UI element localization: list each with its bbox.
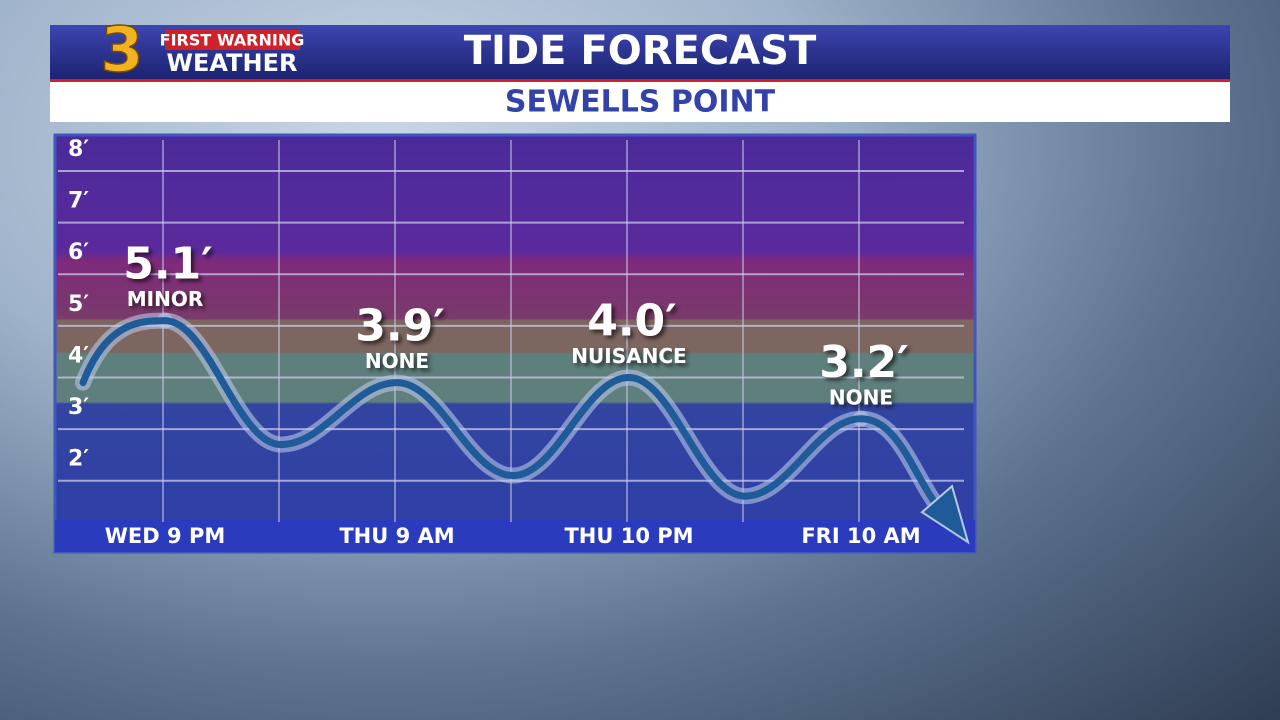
flood-category: MINOR bbox=[127, 287, 203, 311]
flood-category: NUISANCE bbox=[571, 344, 686, 368]
arrow-head bbox=[920, 484, 970, 545]
y-tick-label: 6′ bbox=[68, 240, 89, 265]
x-axis-bar bbox=[55, 520, 975, 552]
title: TIDE FORECAST bbox=[464, 28, 817, 74]
y-tick-label: 5′ bbox=[68, 292, 89, 317]
header-rule bbox=[50, 79, 1230, 82]
x-tick-label: WED 9 PM bbox=[105, 524, 225, 548]
flood-category: NONE bbox=[829, 385, 893, 409]
logo-number: 3 bbox=[100, 13, 143, 86]
y-tick-label: 2′ bbox=[68, 447, 89, 472]
logo-top: FIRST WARNING bbox=[160, 31, 305, 50]
x-tick-label: FRI 10 AM bbox=[801, 524, 920, 548]
subtitle-bar bbox=[50, 82, 1230, 122]
y-tick-label: 8′ bbox=[68, 137, 89, 162]
x-tick-label: THU 9 AM bbox=[339, 524, 454, 548]
plot: 2′3′4′5′6′7′8′5.1′MINOR3.9′NONE4.0′NUISA… bbox=[58, 137, 970, 548]
logo-badge bbox=[165, 30, 300, 50]
value-label: 3.2′ bbox=[819, 337, 909, 388]
x-tick-label: THU 10 PM bbox=[564, 524, 693, 548]
y-tick-label: 7′ bbox=[68, 189, 89, 214]
y-tick-label: 3′ bbox=[68, 395, 89, 420]
value-label: 5.1′ bbox=[123, 239, 213, 290]
logo-bottom: WEATHER bbox=[167, 49, 298, 77]
value-label: 4.0′ bbox=[587, 295, 677, 346]
tide-curve-extension bbox=[79, 317, 169, 387]
subtitle: SEWELLS POINT bbox=[505, 85, 776, 120]
flood-category: NONE bbox=[365, 349, 429, 373]
value-label: 3.9′ bbox=[355, 301, 445, 352]
tide-curve bbox=[161, 317, 865, 500]
